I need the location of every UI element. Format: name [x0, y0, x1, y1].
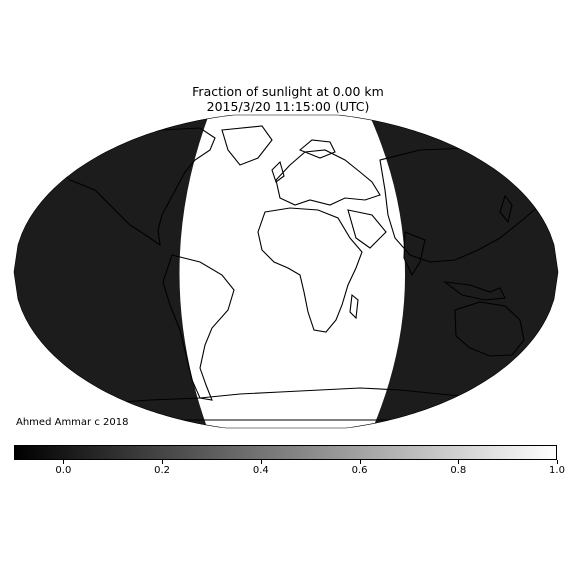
map-subtitle-date: 2015/3/20 11:15:00 (UTC) [206, 99, 370, 114]
land-japan [499, 194, 513, 224]
land-india [403, 231, 426, 277]
land-europe [275, 149, 381, 206]
night-region-west [14, 115, 210, 428]
map-boundary [13, 114, 559, 429]
colorbar-tick-mark [260, 460, 262, 464]
land-uk [271, 160, 285, 183]
colorbar-tick-mark [359, 460, 361, 464]
colorbar-tick-label: 0.2 [154, 465, 171, 476]
map-title: Fraction of sunlight at 0.00 km [192, 84, 384, 99]
colorbar-tick-label: 0.8 [450, 465, 467, 476]
colorbar-tick-label: 1.0 [549, 465, 565, 476]
land-greenland [221, 125, 273, 166]
colorbar-tick-mark [557, 460, 558, 464]
map-clip-group [14, 115, 558, 428]
land-africa [257, 207, 363, 333]
land-madagascar [349, 293, 359, 320]
land-scandinavia [298, 139, 336, 159]
land-indonesia [443, 281, 506, 301]
colorbar-tick-label: 0.0 [55, 465, 72, 476]
land-arabia [347, 209, 387, 249]
colorbar-tick-label: 0.6 [351, 465, 368, 476]
colorbar-tick-mark [458, 460, 460, 464]
author-credit: Ahmed Ammar c 2018 [16, 417, 129, 428]
colorbar-tick-mark [162, 460, 164, 464]
land-australia [454, 301, 525, 357]
colorbar-tick-mark [63, 460, 65, 464]
land-south-america [162, 254, 235, 401]
colorbar [14, 445, 557, 460]
colorbar-tick-label: 0.4 [252, 465, 269, 476]
